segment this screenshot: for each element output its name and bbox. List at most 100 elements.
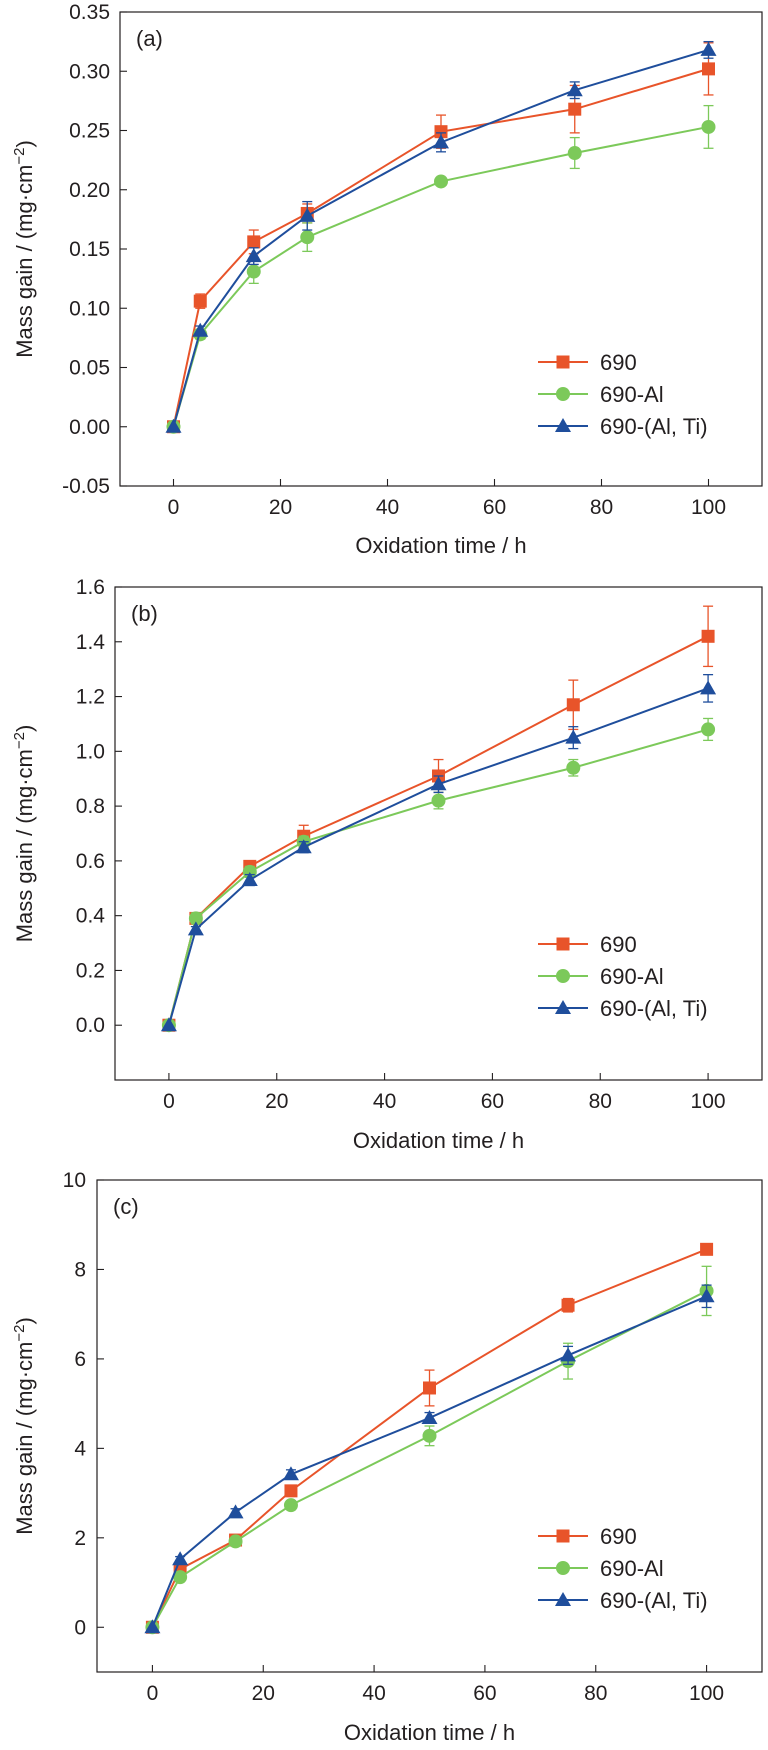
plot-frame [114,586,763,1081]
series-690-al-ti- [165,40,717,433]
y-tick-label: 0 [74,1616,86,1639]
y-axis-title-main: Mass gain / (mg·cm [12,749,37,942]
y-axis-title-tail: ) [12,140,37,147]
x-tick-label: 100 [691,1090,726,1113]
data-point [242,864,257,879]
legend: 690 690-Al 690-(Al, Ti) [538,932,708,1021]
y-tick-label: -0.05 [62,475,110,498]
y-tick-label: 0.0 [76,1014,105,1037]
legend-marker [556,937,570,951]
y-tick-label: 0.8 [76,795,105,818]
data-point [561,1298,575,1312]
x-tick-label: 80 [590,496,613,519]
data-point [434,125,448,139]
x-tick-label: 0 [163,1090,175,1113]
data-point [701,629,715,643]
y-tick-label: 0.00 [69,416,110,439]
legend-label: 690-Al [600,964,664,989]
legend-label: 690-(Al, Ti) [600,1588,708,1613]
x-tick-label: 20 [265,1090,288,1113]
y-tick-label: 0.2 [76,959,105,982]
y-axis-title: Mass gain / (mg·cm−2) [11,725,37,943]
y-tick-label: 1.4 [76,631,106,654]
legend-label: 690 [600,1524,637,1549]
plot-frame [96,1179,763,1673]
y-tick-label: 0.30 [69,60,110,83]
data-point [247,235,261,249]
y-tick-label: 1.2 [76,686,105,709]
data-point [246,264,261,279]
x-tick-label: 20 [269,496,292,519]
x-axis-title: Oxidation time / h [353,1128,524,1153]
data-point [299,207,316,222]
x-tick-label: 80 [589,1090,612,1113]
data-point [300,230,315,245]
y-axis-title: Mass gain / (mg·cm−2) [11,1317,37,1535]
data-point [241,872,258,887]
x-tick-label: 40 [376,496,399,519]
y-tick-label: 2 [74,1527,86,1550]
x-tick-label: 60 [481,1090,504,1113]
legend-marker [556,1529,570,1543]
legend-label: 690-Al [600,382,664,407]
legend-marker [555,1000,571,1014]
panel-label: (c) [113,1194,139,1219]
legend-label: 690 [600,350,637,375]
data-point [165,418,182,433]
data-point [700,1242,714,1256]
legend-marker [555,418,571,432]
data-point [192,322,209,337]
y-tick-label: 0.25 [69,120,110,143]
panel-label: (b) [131,601,158,626]
data-point [284,1484,298,1498]
x-tick-label: 20 [252,1682,275,1705]
data-point [566,760,581,775]
data-point [283,1498,298,1513]
y-tick-label: 0.4 [76,905,106,928]
x-tick-label: 100 [689,1682,724,1705]
data-point [560,1347,577,1362]
data-point [187,921,204,936]
x-tick-label: 60 [473,1682,496,1705]
legend-label: 690 [600,932,637,957]
data-point [702,62,715,76]
data-point [430,776,447,791]
x-axis-title: Oxidation time / h [355,533,526,558]
y-tick-label: 0.35 [69,1,110,24]
y-tick-label: 0.10 [69,297,110,320]
chart-panel-2: 0 20 40 60 80 100 0.0 0.2 0.4 0.6 0.8 1.0 1.2 1.4 1.6 O… [11,576,763,1153]
data-point [245,248,262,263]
data-point [698,1288,715,1303]
data-point [228,1534,243,1549]
data-point [295,839,312,854]
y-tick-label: 10 [63,1169,86,1192]
y-axis-title-superscript: −2 [11,148,28,165]
y-tick-label: 0.6 [76,850,105,873]
data-point [568,102,582,116]
series-690-al-ti- [144,1284,715,1634]
y-tick-label: 0.15 [69,238,110,261]
y-axis-title-tail: ) [12,1317,37,1324]
x-tick-label: 60 [483,496,506,519]
y-tick-label: 4 [74,1437,86,1460]
data-point [422,1428,437,1443]
data-point [566,698,580,712]
data-point [566,82,583,97]
data-point [193,294,207,308]
data-point [227,1504,244,1519]
data-point [700,680,717,695]
x-tick-label: 0 [147,1682,159,1705]
data-point [172,1551,189,1566]
y-tick-label: 1.0 [76,740,105,763]
y-axis-title-main: Mass gain / (mg·cm [12,165,37,358]
legend-marker [555,1592,571,1606]
legend: 690 690-Al 690-(Al, Ti) [538,1524,708,1613]
x-tick-label: 80 [584,1682,607,1705]
data-point [160,1017,177,1032]
y-tick-label: 0.20 [69,179,110,202]
data-point [433,134,449,149]
y-tick-label: 1.6 [76,576,105,599]
legend-label: 690-(Al, Ti) [600,414,708,439]
data-point [188,911,203,926]
